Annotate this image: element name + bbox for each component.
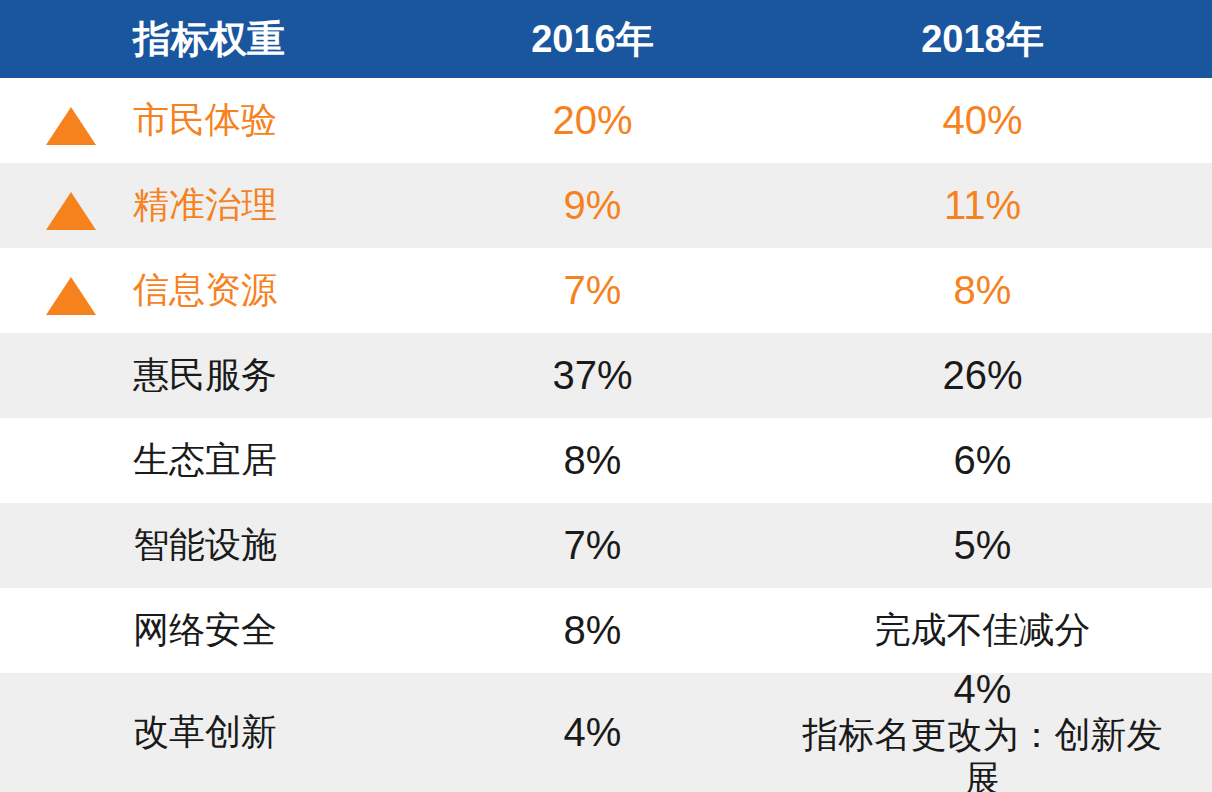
- column-header-indicator: 指标权重: [115, 0, 400, 78]
- weights-table: 指标权重 2016年 2018年 市民体验 20% 40% 精准治理 9% 11…: [0, 0, 1212, 792]
- column-header-2018: 2018年: [785, 0, 1212, 78]
- up-triangle-icon: [46, 192, 96, 230]
- value-2016: 4%: [400, 673, 785, 792]
- column-header-2016: 2016年: [400, 0, 785, 78]
- value-2018: 4%: [954, 665, 1012, 713]
- value-2018: 11%: [785, 163, 1212, 248]
- value-2016: 7%: [400, 503, 785, 588]
- row-label: 改革创新: [115, 673, 400, 792]
- value-2016: 9%: [400, 163, 785, 248]
- table-row-precise-governance: 精准治理 9% 11%: [0, 163, 1212, 248]
- table-row-reform-innovation: 改革创新 4% 4% 指标名更改为：创新发展: [0, 673, 1212, 792]
- value-2018: 5%: [785, 503, 1212, 588]
- trend-cell: [0, 588, 115, 673]
- table-row-network-security: 网络安全 8% 完成不佳减分: [0, 588, 1212, 673]
- trend-cell: [0, 418, 115, 503]
- value-2018: 26%: [785, 333, 1212, 418]
- value-2016: 37%: [400, 333, 785, 418]
- trend-cell: [0, 163, 115, 248]
- table-row-information-resources: 信息资源 7% 8%: [0, 248, 1212, 333]
- row-label: 智能设施: [115, 503, 400, 588]
- value-2018-with-note: 4% 指标名更改为：创新发展: [785, 665, 1180, 792]
- up-triangle-icon: [46, 277, 96, 315]
- value-2016: 7%: [400, 248, 785, 333]
- table-row-ecological-livability: 生态宜居 8% 6%: [0, 418, 1212, 503]
- header-icon-spacer: [0, 0, 115, 78]
- table-row-public-welfare-services: 惠民服务 37% 26%: [0, 333, 1212, 418]
- value-2018: 6%: [785, 418, 1212, 503]
- row-label: 网络安全: [115, 588, 400, 673]
- rename-note: 指标名更改为：创新发展: [785, 713, 1180, 792]
- table-row-smart-facilities: 智能设施 7% 5%: [0, 503, 1212, 588]
- row-label: 信息资源: [115, 248, 400, 333]
- value-2016: 20%: [400, 78, 785, 163]
- trend-cell: [0, 673, 115, 792]
- value-2018-cell: 4% 指标名更改为：创新发展: [785, 673, 1212, 792]
- row-label: 惠民服务: [115, 333, 400, 418]
- table-header-row: 指标权重 2016年 2018年: [0, 0, 1212, 78]
- trend-cell: [0, 248, 115, 333]
- value-2018: 8%: [785, 248, 1212, 333]
- row-label: 精准治理: [115, 163, 400, 248]
- value-2016: 8%: [400, 588, 785, 673]
- up-triangle-icon: [46, 107, 96, 145]
- trend-cell: [0, 78, 115, 163]
- row-label: 生态宜居: [115, 418, 400, 503]
- value-2018-note: 完成不佳减分: [785, 588, 1212, 673]
- row-label: 市民体验: [115, 78, 400, 163]
- value-2016: 8%: [400, 418, 785, 503]
- table-row-citizen-experience: 市民体验 20% 40%: [0, 78, 1212, 163]
- value-2018: 40%: [785, 78, 1212, 163]
- trend-cell: [0, 503, 115, 588]
- trend-cell: [0, 333, 115, 418]
